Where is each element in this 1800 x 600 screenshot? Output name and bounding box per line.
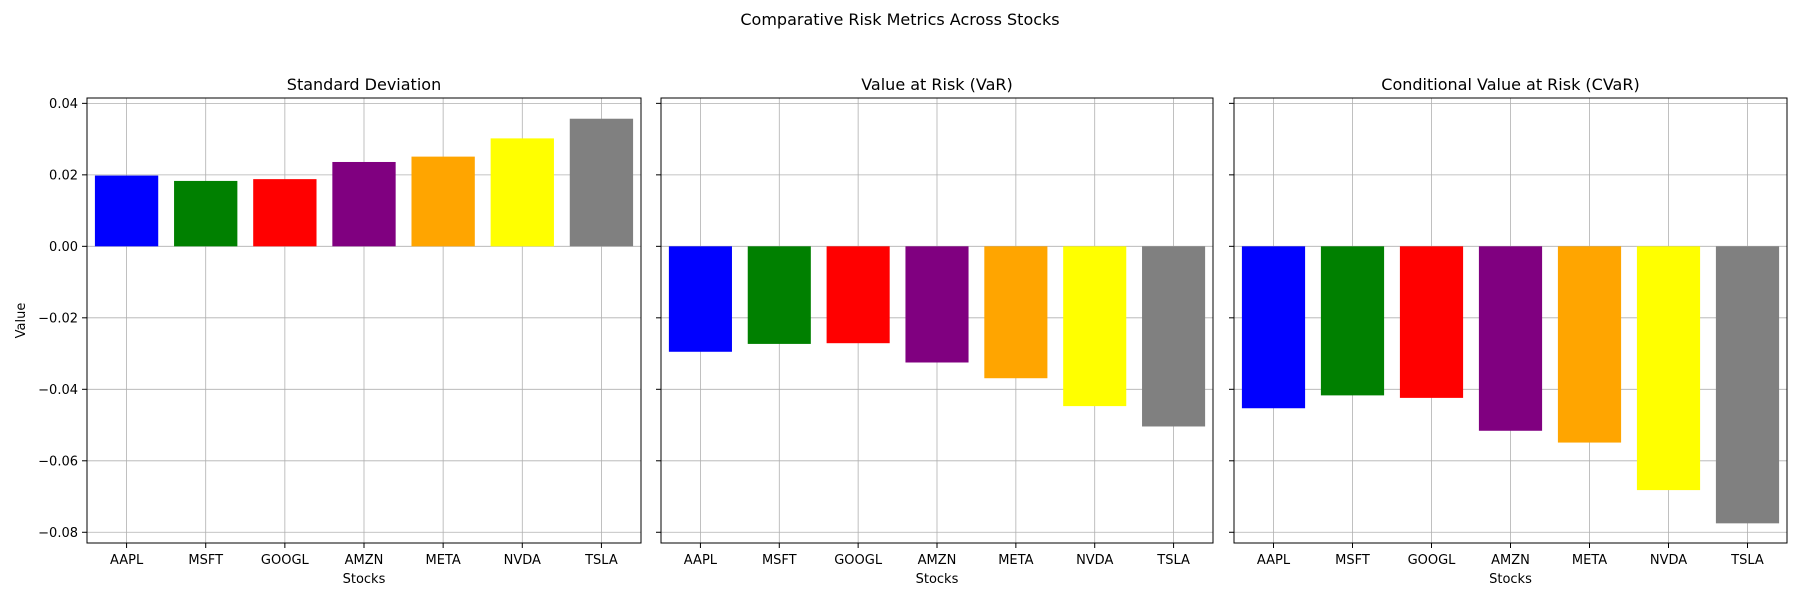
- y-tick-label: −0.08: [38, 526, 78, 541]
- x-tick-label: NVDA: [1076, 553, 1113, 568]
- bar-tsla: [1715, 246, 1780, 524]
- x-tick-label: GOOGL: [834, 553, 883, 568]
- x-tick-label: TSLA: [584, 553, 618, 568]
- x-axis-label: Stocks: [916, 572, 959, 587]
- panel-1: 0.04 0.02 0.00 −0.02 −0.04 −0.06 −0.08 AAPL MSFT…: [14, 75, 642, 587]
- x-tick-label: TSLA: [1730, 553, 1764, 568]
- y-tick-label: −0.02: [38, 311, 78, 326]
- x-tick-label: META: [1572, 553, 1607, 568]
- bar-amzn: [1478, 246, 1543, 431]
- x-tick-label: AMZN: [345, 553, 384, 568]
- bar-tsla: [569, 118, 634, 247]
- y-tick-label: 0.02: [49, 168, 78, 183]
- x-tick-label: META: [998, 553, 1033, 568]
- x-tick-label: NVDA: [1650, 553, 1687, 568]
- bar-googl: [1399, 246, 1464, 398]
- x-tick-label: META: [426, 553, 461, 568]
- x-tick-label: NVDA: [504, 553, 541, 568]
- bar-nvda: [1636, 246, 1701, 491]
- bar-msft: [174, 180, 238, 247]
- x-tick-label: TSLA: [1156, 553, 1190, 568]
- axes-title: Standard Deviation: [287, 75, 441, 94]
- bar-msft: [747, 246, 811, 344]
- bar-meta: [411, 156, 475, 247]
- bar-meta: [984, 246, 1048, 379]
- x-tick-label: AMZN: [1491, 553, 1530, 568]
- x-tick-label: MSFT: [1335, 553, 1370, 568]
- bar-aapl: [1241, 246, 1306, 409]
- x-axis-label: Stocks: [343, 572, 386, 587]
- y-tick-label: 0.04: [49, 97, 78, 112]
- bar-amzn: [332, 161, 396, 247]
- x-tick-label: MSFT: [762, 553, 797, 568]
- x-tick-label: MSFT: [188, 553, 223, 568]
- panel-3: AAPL MSFT GOOGL AMZN META NVDA TSLA Conditional…: [1229, 75, 1788, 587]
- y-tick-label: −0.04: [38, 383, 78, 398]
- bar-googl: [253, 179, 317, 247]
- bar-tsla: [1142, 246, 1206, 427]
- bar-aapl: [94, 175, 159, 247]
- bar-msft: [1320, 246, 1385, 396]
- axes-title: Value at Risk (VaR): [861, 75, 1013, 94]
- y-axis-label: Value: [14, 303, 29, 339]
- bar-aapl: [668, 246, 732, 352]
- figure-suptitle: Comparative Risk Metrics Across Stocks: [740, 10, 1059, 29]
- x-axis-label: Stocks: [1489, 572, 1532, 587]
- x-tick-label: AAPL: [110, 553, 144, 568]
- axes-title: Conditional Value at Risk (CVaR): [1381, 75, 1639, 94]
- y-tick-label: −0.06: [38, 454, 78, 469]
- bar-googl: [826, 246, 890, 344]
- y-tick-label: 0.00: [49, 240, 78, 255]
- bar-nvda: [1063, 246, 1127, 407]
- bar-amzn: [905, 246, 969, 363]
- panel-2: AAPL MSFT GOOGL AMZN META NVDA TSLA Value at Ri…: [656, 75, 1214, 587]
- x-tick-label: AAPL: [1257, 553, 1291, 568]
- bar-meta: [1557, 246, 1622, 443]
- x-tick-label: GOOGL: [1408, 553, 1457, 568]
- x-tick-label: AMZN: [918, 553, 957, 568]
- x-tick-label: AAPL: [684, 553, 718, 568]
- bar-nvda: [490, 138, 554, 247]
- x-tick-label: GOOGL: [261, 553, 310, 568]
